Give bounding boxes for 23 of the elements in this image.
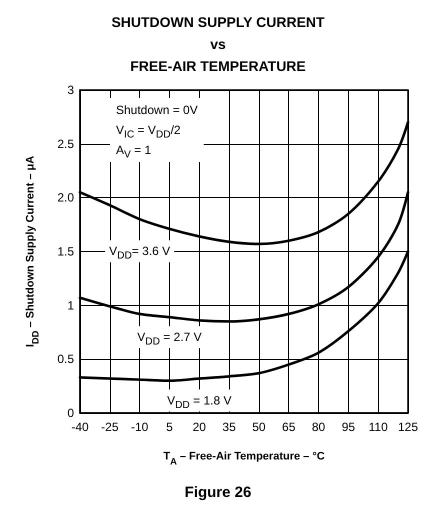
caption: Figure 26	[184, 484, 252, 501]
y-tick-label: 1	[67, 298, 74, 312]
annotation: Shutdown = 0V	[116, 103, 198, 117]
x-tick-label: 65	[282, 420, 296, 434]
y-tick-label: 2.0	[57, 190, 74, 205]
y-tick-label: 0	[67, 406, 74, 420]
x-tick-label: 80	[312, 420, 326, 434]
x-tick-label: 95	[342, 420, 356, 434]
x-tick-label: 110	[368, 420, 388, 434]
y-axis-title: IDD – Shutdown Supply Current – μA	[24, 156, 40, 348]
x-tick-label: 35	[222, 420, 236, 434]
x-tick-label: -40	[71, 420, 89, 434]
x-tick-label: 50	[252, 420, 266, 434]
x-tick-label: 125	[398, 420, 418, 434]
x-tick-label: -10	[130, 420, 149, 434]
x-tick-label: -25	[101, 420, 119, 434]
y-tick-label: 0.5	[57, 352, 74, 366]
y-tick-label: 3	[67, 83, 74, 97]
x-tick-label: 20	[192, 420, 206, 434]
chart-title: SHUTDOWN SUPPLY CURRENT vs FREE-AIR TEMPERATURE	[111, 14, 326, 74]
x-tick-label: 5	[166, 420, 174, 434]
y-tick-label: 1.5	[57, 244, 74, 258]
y-tick-label: 2.5	[57, 136, 74, 151]
